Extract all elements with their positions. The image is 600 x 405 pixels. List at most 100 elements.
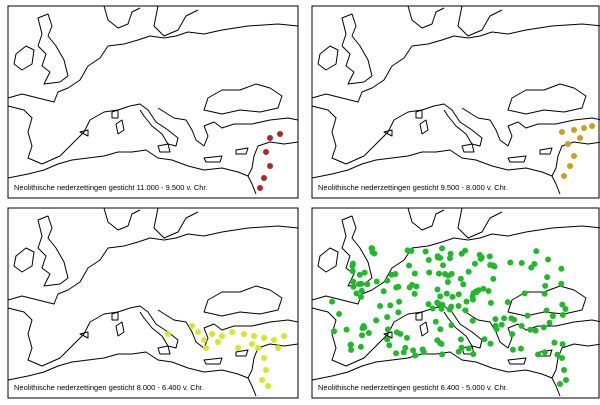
- settlement-dot: [457, 336, 464, 343]
- settlement-dot: [448, 322, 455, 329]
- settlement-dot: [263, 149, 269, 155]
- settlement-dot: [501, 315, 508, 322]
- settlement-dot: [544, 274, 551, 281]
- panel-frame: [311, 5, 600, 199]
- map-panel: Neolithische nederzettingen gesticht 9.5…: [311, 5, 600, 199]
- settlement-dot: [532, 327, 539, 334]
- panel-frame: [7, 5, 299, 199]
- settlement-dot: [498, 321, 505, 328]
- settlement-dot: [384, 336, 391, 343]
- settlement-dot: [261, 355, 267, 361]
- settlement-dot: [356, 271, 363, 278]
- caption: Neolithische nederzettingen gesticht 6.4…: [318, 383, 508, 392]
- settlement-dot: [557, 381, 563, 387]
- settlement-dot: [439, 351, 446, 358]
- settlement-dot: [447, 250, 454, 257]
- settlement-dot: [571, 153, 577, 159]
- settlement-dot: [445, 272, 452, 279]
- settlement-dot: [434, 254, 441, 261]
- settlement-dot: [455, 302, 462, 309]
- settlement-dot: [455, 348, 462, 355]
- settlement-dot: [380, 288, 387, 295]
- settlement-dot: [543, 307, 550, 314]
- settlement-dot: [504, 299, 511, 306]
- settlement-dot: [255, 345, 261, 351]
- settlement-dot: [257, 185, 263, 191]
- settlement-dot: [271, 337, 277, 343]
- settlement-dot: [486, 253, 493, 260]
- settlement-dot: [201, 337, 207, 343]
- settlement-dot: [349, 268, 356, 275]
- settlement-dot: [361, 269, 368, 276]
- settlement-dot: [241, 331, 247, 337]
- settlement-dot: [215, 339, 221, 345]
- settlement-dot: [384, 277, 391, 284]
- settlement-dot: [455, 291, 462, 298]
- settlement-dot: [545, 256, 552, 263]
- settlement-dot: [359, 332, 366, 339]
- settlement-dot: [357, 343, 364, 350]
- panel-frame: [311, 207, 600, 399]
- settlement-dot: [533, 248, 540, 255]
- settlement-dot: [261, 175, 267, 181]
- settlement-dot: [261, 335, 267, 341]
- settlement-dot: [507, 259, 514, 266]
- settlement-dot: [541, 349, 548, 356]
- settlement-dot: [527, 326, 534, 333]
- settlement-dot: [435, 270, 442, 277]
- settlement-dot: [189, 323, 195, 329]
- settlement-dot: [509, 346, 516, 353]
- settlement-dot: [491, 263, 498, 270]
- settlement-dot: [460, 281, 467, 288]
- settlement-dot: [517, 345, 524, 352]
- settlement-dot: [490, 275, 497, 282]
- settlement-dot: [558, 280, 565, 287]
- settlement-dot: [444, 278, 451, 285]
- settlement-dot: [571, 127, 577, 133]
- settlement-dot: [577, 135, 583, 141]
- settlement-dot: [448, 303, 455, 310]
- settlement-dot: [402, 344, 409, 351]
- caption: Neolithische nederzettingen gesticht 8.0…: [14, 383, 204, 392]
- settlement-dot: [554, 351, 561, 358]
- caption: Neolithische nederzettingen gesticht 11.…: [14, 183, 208, 192]
- settlement-dot: [343, 326, 350, 333]
- settlement-dot: [373, 278, 380, 285]
- settlement-dot: [546, 319, 553, 326]
- settlement-dot: [281, 333, 287, 339]
- settlement-dot: [518, 322, 525, 329]
- settlement-dot: [267, 135, 273, 141]
- settlement-dot: [589, 123, 595, 129]
- settlement-dot: [165, 331, 171, 337]
- settlement-dot: [476, 251, 483, 258]
- settlement-dot: [432, 318, 439, 325]
- settlement-dot: [409, 281, 416, 288]
- settlement-dot: [422, 248, 429, 255]
- settlement-dot: [508, 315, 515, 322]
- settlement-dot: [403, 334, 410, 341]
- settlement-dot: [275, 345, 281, 351]
- settlement-dot: [434, 299, 441, 306]
- settlement-dot: [509, 331, 516, 338]
- settlement-dot: [457, 275, 464, 282]
- settlement-dot: [470, 351, 477, 358]
- settlement-dot: [559, 312, 566, 319]
- settlement-dot: [357, 293, 364, 300]
- settlement-dot: [458, 250, 465, 257]
- settlement-dot: [410, 347, 417, 354]
- settlement-dot: [400, 349, 407, 356]
- settlement-dot: [434, 286, 441, 293]
- settlement-dot: [462, 307, 469, 314]
- settlement-dot: [395, 283, 402, 290]
- settlement-dot: [364, 281, 371, 288]
- settlement-dot: [465, 345, 472, 352]
- settlement-dot: [518, 260, 525, 267]
- settlement-dot: [524, 312, 531, 319]
- settlement-dot: [349, 260, 356, 267]
- settlement-dot: [561, 367, 567, 373]
- settlement-dot: [485, 288, 492, 295]
- settlement-dot: [408, 248, 415, 255]
- settlement-dot: [358, 287, 365, 294]
- settlement-dot: [567, 163, 573, 169]
